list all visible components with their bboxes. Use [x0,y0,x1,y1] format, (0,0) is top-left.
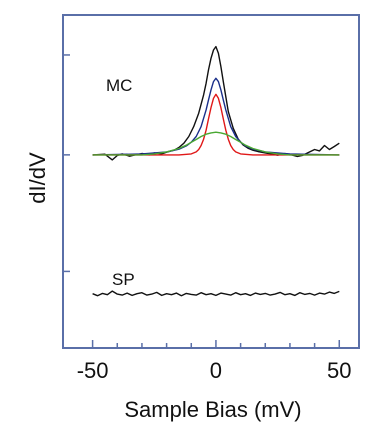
series-line-4 [92,290,340,297]
series-line-0 [92,45,340,161]
x-ticks [91,340,341,348]
series-line-3 [92,131,340,156]
y-ticks [63,54,70,273]
x-tick-label: 50 [327,358,351,383]
series-layer [92,45,340,297]
x-axis-title: Sample Bias (mV) [124,397,301,422]
series-line-2 [92,93,340,156]
x-tick-label: 0 [210,358,222,383]
plot-frame [62,14,360,349]
annotation-mc: MC [106,76,132,95]
x-tick-label: -50 [77,358,109,383]
x-tick-labels: -50 0 50 [77,358,352,383]
y-axis-title: dI/dV [25,152,50,204]
annotation-sp: SP [112,270,135,289]
